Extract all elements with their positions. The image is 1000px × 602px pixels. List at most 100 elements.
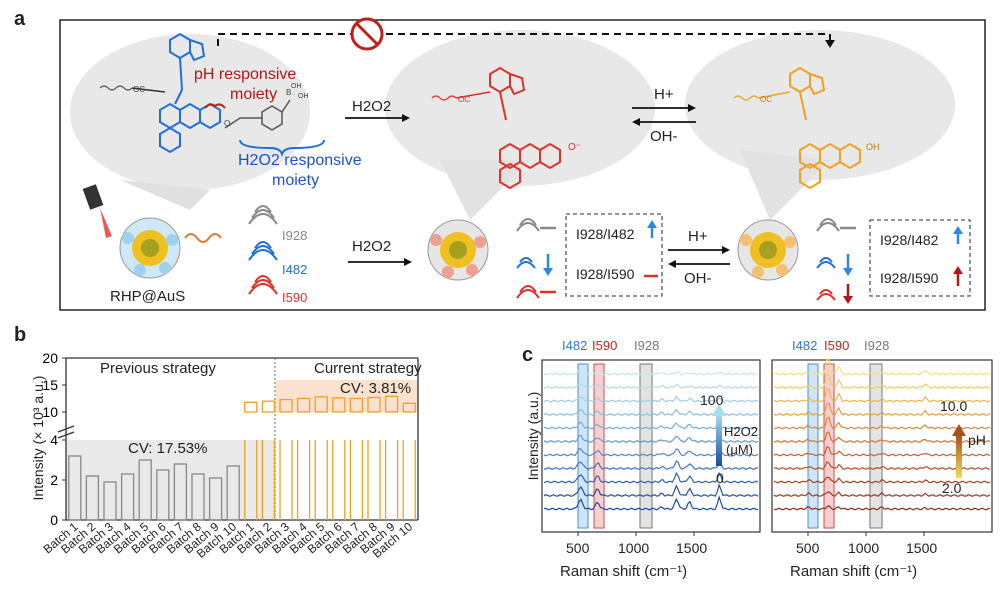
peak-label-928: I928 bbox=[282, 228, 308, 243]
wave-icon-928 bbox=[248, 205, 278, 225]
bar-current-upper bbox=[244, 401, 258, 413]
bar-current-upper bbox=[296, 397, 311, 413]
bar-previous bbox=[68, 455, 82, 521]
svg-text:OH: OH bbox=[866, 142, 880, 152]
panel-a-letter: a bbox=[14, 8, 26, 30]
arrow-label-hplus-top: H+ bbox=[654, 86, 674, 103]
probe-name: RHP@AuS bbox=[110, 288, 186, 305]
y-tick-label: 0 bbox=[50, 512, 58, 528]
spotlight-3 bbox=[685, 30, 955, 180]
ratio-2-box-1: I928/I590 bbox=[576, 266, 635, 282]
panel-b-ylabel: Intensity (× 10³ a.u.) bbox=[30, 375, 46, 501]
spectrum-line-ph bbox=[773, 446, 991, 457]
spotlight-2 bbox=[385, 30, 655, 186]
wave-icon-590 bbox=[248, 275, 278, 295]
spectrum-line-ph bbox=[773, 372, 991, 389]
h2o2-unit: (μM) bbox=[726, 442, 753, 457]
svg-text:O: O bbox=[224, 119, 230, 128]
ph-species: pH bbox=[968, 432, 986, 448]
arrow-label-ohminus-bottom: OH- bbox=[684, 270, 712, 287]
h2o2-bottom-value: 0 bbox=[716, 470, 724, 486]
bar-current-upper bbox=[261, 400, 276, 413]
c-xtick-1500-left: 1500 bbox=[676, 540, 708, 556]
c-peak-482-left: I482 bbox=[562, 338, 588, 353]
ratio-1-box-1: I928/I482 bbox=[576, 226, 635, 242]
spectrum-line-ph bbox=[773, 357, 991, 376]
cv-previous-label: CV: 17.53% bbox=[128, 440, 208, 457]
molecule-3 bbox=[789, 66, 861, 190]
spectrum-line-ph bbox=[773, 476, 991, 484]
spectrum-line-ph bbox=[773, 388, 991, 403]
y-tick-label: 4 bbox=[50, 432, 58, 448]
bar-previous bbox=[208, 477, 223, 521]
spectrum-line-ph bbox=[774, 416, 991, 430]
bar-previous bbox=[191, 473, 205, 521]
svg-text:B: B bbox=[286, 88, 291, 97]
spotlight-1-beam bbox=[120, 180, 210, 210]
c-peak-590-right: I590 bbox=[824, 338, 850, 353]
ph-top-value: 10.0 bbox=[940, 398, 968, 414]
spectrum-line-ph bbox=[773, 402, 991, 416]
svg-text:OC: OC bbox=[458, 95, 470, 104]
h2o2-top-value: 100 bbox=[700, 392, 724, 408]
bar-current-upper bbox=[279, 398, 293, 413]
svg-text:OH: OH bbox=[291, 83, 302, 90]
spectrum-line-ph bbox=[773, 460, 991, 470]
c-xtick-1000-right: 1000 bbox=[848, 540, 880, 556]
molecule-2 bbox=[489, 66, 561, 190]
nanoparticle-3 bbox=[737, 219, 799, 281]
spectrum-line-ph bbox=[773, 505, 991, 511]
current-strategy-label: Current strategy bbox=[314, 360, 422, 377]
spectrum-line-h2o2 bbox=[544, 460, 759, 470]
c-xtick-500-left: 500 bbox=[566, 540, 590, 556]
bar-previous bbox=[156, 469, 170, 521]
spectrum-line-h2o2 bbox=[543, 448, 759, 457]
spectrum-line-ph bbox=[773, 431, 991, 443]
y-tick-label: 10 bbox=[42, 404, 58, 420]
cv-current-label: CV: 3.81% bbox=[340, 380, 412, 397]
y-tick-label: 15 bbox=[42, 377, 58, 393]
raman-spectra bbox=[541, 357, 993, 536]
nanoparticle-2 bbox=[427, 219, 489, 281]
svg-text:OH: OH bbox=[298, 93, 309, 100]
y-tick-label: 2 bbox=[50, 472, 58, 488]
c-xlabel-right: Raman shift (cm⁻¹) bbox=[790, 563, 918, 580]
prohibited-icon bbox=[350, 17, 384, 51]
panel-b-letter: b bbox=[14, 324, 27, 346]
bar-previous bbox=[138, 459, 152, 521]
c-xtick-1500-right: 1500 bbox=[906, 540, 938, 556]
bar-previous bbox=[226, 465, 240, 521]
svg-text:OC: OC bbox=[760, 95, 772, 104]
c-peak-590-left: I590 bbox=[592, 338, 618, 353]
peak-label-482: I482 bbox=[282, 262, 308, 277]
h2o2-species: H2O2 bbox=[724, 424, 758, 439]
svg-text:OC: OC bbox=[133, 85, 145, 94]
spectrum-line-h2o2 bbox=[543, 471, 759, 484]
ph-moiety-label-1: pH responsive bbox=[194, 66, 297, 83]
c-xtick-1000-left: 1000 bbox=[618, 540, 650, 556]
wave-icon-482 bbox=[248, 241, 278, 261]
spotlight-2-beam bbox=[440, 160, 530, 220]
ratio-2-box-2: I928/I590 bbox=[880, 270, 939, 286]
bar-current-upper bbox=[367, 396, 381, 413]
ph-bottom-value: 2.0 bbox=[942, 480, 962, 496]
c-xtick-500-right: 500 bbox=[796, 540, 820, 556]
c-peak-482-right: I482 bbox=[792, 338, 818, 353]
h2o2-moiety-label-1: H2O2 responsive bbox=[238, 152, 362, 169]
spectrum-line-h2o2 bbox=[543, 482, 759, 497]
spectrum-line-h2o2 bbox=[543, 383, 759, 389]
molecule-1 bbox=[159, 32, 221, 154]
laser-icon bbox=[82, 184, 112, 238]
previous-strategy-label: Previous strategy bbox=[100, 360, 216, 377]
panel-c-letter: c bbox=[522, 344, 534, 366]
ratio-1-box-2: I928/I482 bbox=[880, 232, 939, 248]
spectrum-line-h2o2 bbox=[543, 421, 759, 430]
c-peak-928-left: I928 bbox=[634, 338, 660, 353]
c-xlabel-left: Raman shift (cm⁻¹) bbox=[560, 563, 688, 580]
bar-current-upper bbox=[402, 402, 416, 413]
c-peak-928-right: I928 bbox=[864, 338, 890, 353]
dashed-arrow bbox=[217, 33, 831, 46]
panel-a-frame bbox=[59, 19, 986, 311]
bar-current-upper bbox=[314, 396, 328, 413]
